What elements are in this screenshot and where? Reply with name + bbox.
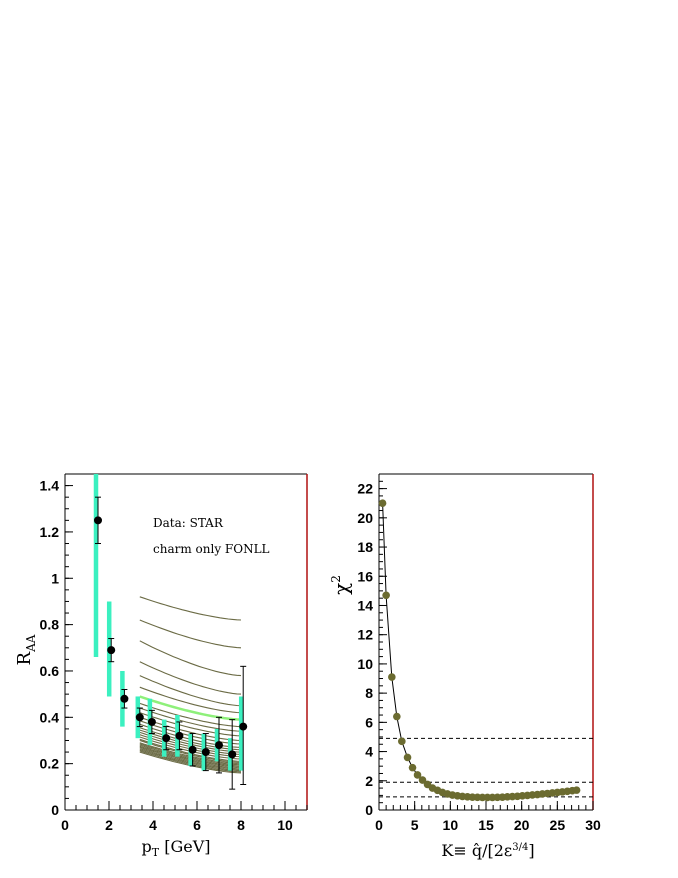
y-tick-label: 14 <box>357 597 373 613</box>
chi2-point <box>378 499 387 508</box>
y-tick-label: 10 <box>357 656 373 672</box>
data-point <box>162 734 171 743</box>
data-point <box>135 713 144 722</box>
x-tick-label: 0 <box>61 817 69 833</box>
annotation-model: charm only FONLL <box>153 542 270 556</box>
y-tick-label: 18 <box>357 539 373 555</box>
data-point <box>188 745 197 754</box>
model-curve <box>139 716 242 742</box>
y-tick-label: 1 <box>51 570 59 586</box>
x-tick-label: 6 <box>193 817 201 833</box>
model-curve <box>139 619 242 649</box>
x-axis-title: K≡ q̂/[2ε3/4] <box>441 841 534 860</box>
y-axis-title: χ2 <box>329 575 353 595</box>
x-tick-label: 25 <box>550 817 566 833</box>
data-point <box>201 748 210 757</box>
annotation-data: Data: STAR <box>153 516 224 530</box>
x-tick-label: 20 <box>514 817 530 833</box>
chi2-point <box>388 673 396 681</box>
data-point <box>175 731 184 740</box>
chi2-panel: 0 5 10 15 20 25 30 0 2 4 6 8 10 12 14 16 18 20 22 K≡ q̂/[2ε… <box>329 473 601 860</box>
x-axis-title: pT [GeV] <box>142 837 211 859</box>
y-tick-label: 22 <box>357 481 373 497</box>
model-curve <box>139 640 242 677</box>
chi2-point <box>398 737 406 746</box>
model-curve <box>139 712 242 737</box>
y-tick-label: 1.4 <box>40 478 60 494</box>
y-tick-label: 20 <box>357 510 373 526</box>
data-point <box>228 750 237 759</box>
model-curve <box>139 686 242 714</box>
y-tick-label: 0 <box>51 802 59 818</box>
y-tick-label: 4 <box>365 744 373 760</box>
model-curve <box>139 675 242 707</box>
y-tick-label: 12 <box>357 627 373 643</box>
x-tick-label: 4 <box>149 817 157 833</box>
x-tick-label: 0 <box>375 817 383 833</box>
data-point <box>94 516 102 525</box>
x-tick-label: 2 <box>105 817 113 833</box>
model-curve <box>139 695 242 721</box>
y-tick-label: 1.2 <box>40 524 60 540</box>
y-axis-title: RAA <box>14 634 38 665</box>
x-tick-label: 10 <box>277 817 293 833</box>
chi2-curve <box>382 503 577 798</box>
x-tick-label: 8 <box>237 817 245 833</box>
y-tick-label: 2 <box>365 773 373 789</box>
chi2-point <box>572 786 581 794</box>
model-curve <box>139 661 242 695</box>
chi2-point <box>393 712 401 721</box>
model-curve <box>139 702 242 728</box>
chi2-point <box>408 763 417 772</box>
raa-panel: 0 2 4 6 8 10 0 0.2 0.4 0.6 0.8 1 1.2 1.4 Data: STAR cha… <box>14 473 308 859</box>
data-point <box>215 741 223 750</box>
y-tick-label: 8 <box>365 685 373 701</box>
y-tick-label: 0 <box>365 802 373 818</box>
x-tick-label: 10 <box>443 817 459 833</box>
model-curve <box>139 707 242 732</box>
x-tick-label: 15 <box>478 817 494 833</box>
data-point <box>120 694 129 703</box>
y-tick-label: 0.8 <box>40 617 60 633</box>
y-tick-label: 0.6 <box>40 663 60 679</box>
y-tick-label: 0.2 <box>40 756 60 772</box>
data-point <box>107 646 116 655</box>
data-point <box>147 717 156 726</box>
chi2-point <box>382 591 390 600</box>
data-point <box>239 722 248 731</box>
x-tick-label: 30 <box>585 817 601 833</box>
x-tick-label: 5 <box>411 817 419 833</box>
chi2-point <box>418 776 427 784</box>
y-tick-label: 0.4 <box>40 709 60 725</box>
chi2-point <box>413 771 422 779</box>
model-curve <box>139 596 242 621</box>
chi2-point <box>403 753 412 762</box>
y-tick-label: 6 <box>365 714 373 730</box>
y-tick-label: 16 <box>357 568 373 584</box>
